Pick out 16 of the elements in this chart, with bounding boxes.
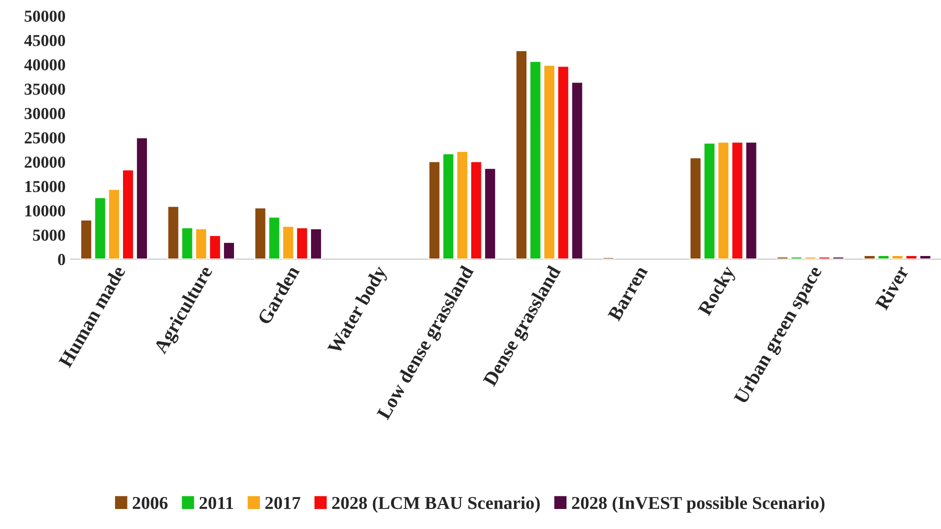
legend-label: 2011 bbox=[200, 496, 233, 510]
y-tick-label: 10000 bbox=[25, 205, 66, 216]
y-tick-label: 0 bbox=[58, 254, 66, 266]
y-tick-label: 5000 bbox=[33, 230, 66, 241]
y-tick-label: 15000 bbox=[25, 180, 66, 192]
y-tick-label: 45000 bbox=[24, 34, 66, 46]
y-tick-label: 20000 bbox=[24, 156, 66, 168]
y-tick-label: 40000 bbox=[24, 59, 66, 70]
y-tick-label: 35000 bbox=[24, 84, 66, 95]
y-tick-label: 50000 bbox=[24, 10, 66, 22]
legend-label: 2028 (InVEST possible Scenario) bbox=[572, 496, 824, 513]
legend-label: 2006 bbox=[132, 496, 168, 510]
legend-label: 2028 (LCM BAU Scenario) bbox=[332, 496, 540, 513]
y-tick-label: 30000 bbox=[24, 108, 66, 120]
y-tick-label: 25000 bbox=[24, 132, 66, 144]
legend-label: 2017 bbox=[265, 496, 300, 510]
